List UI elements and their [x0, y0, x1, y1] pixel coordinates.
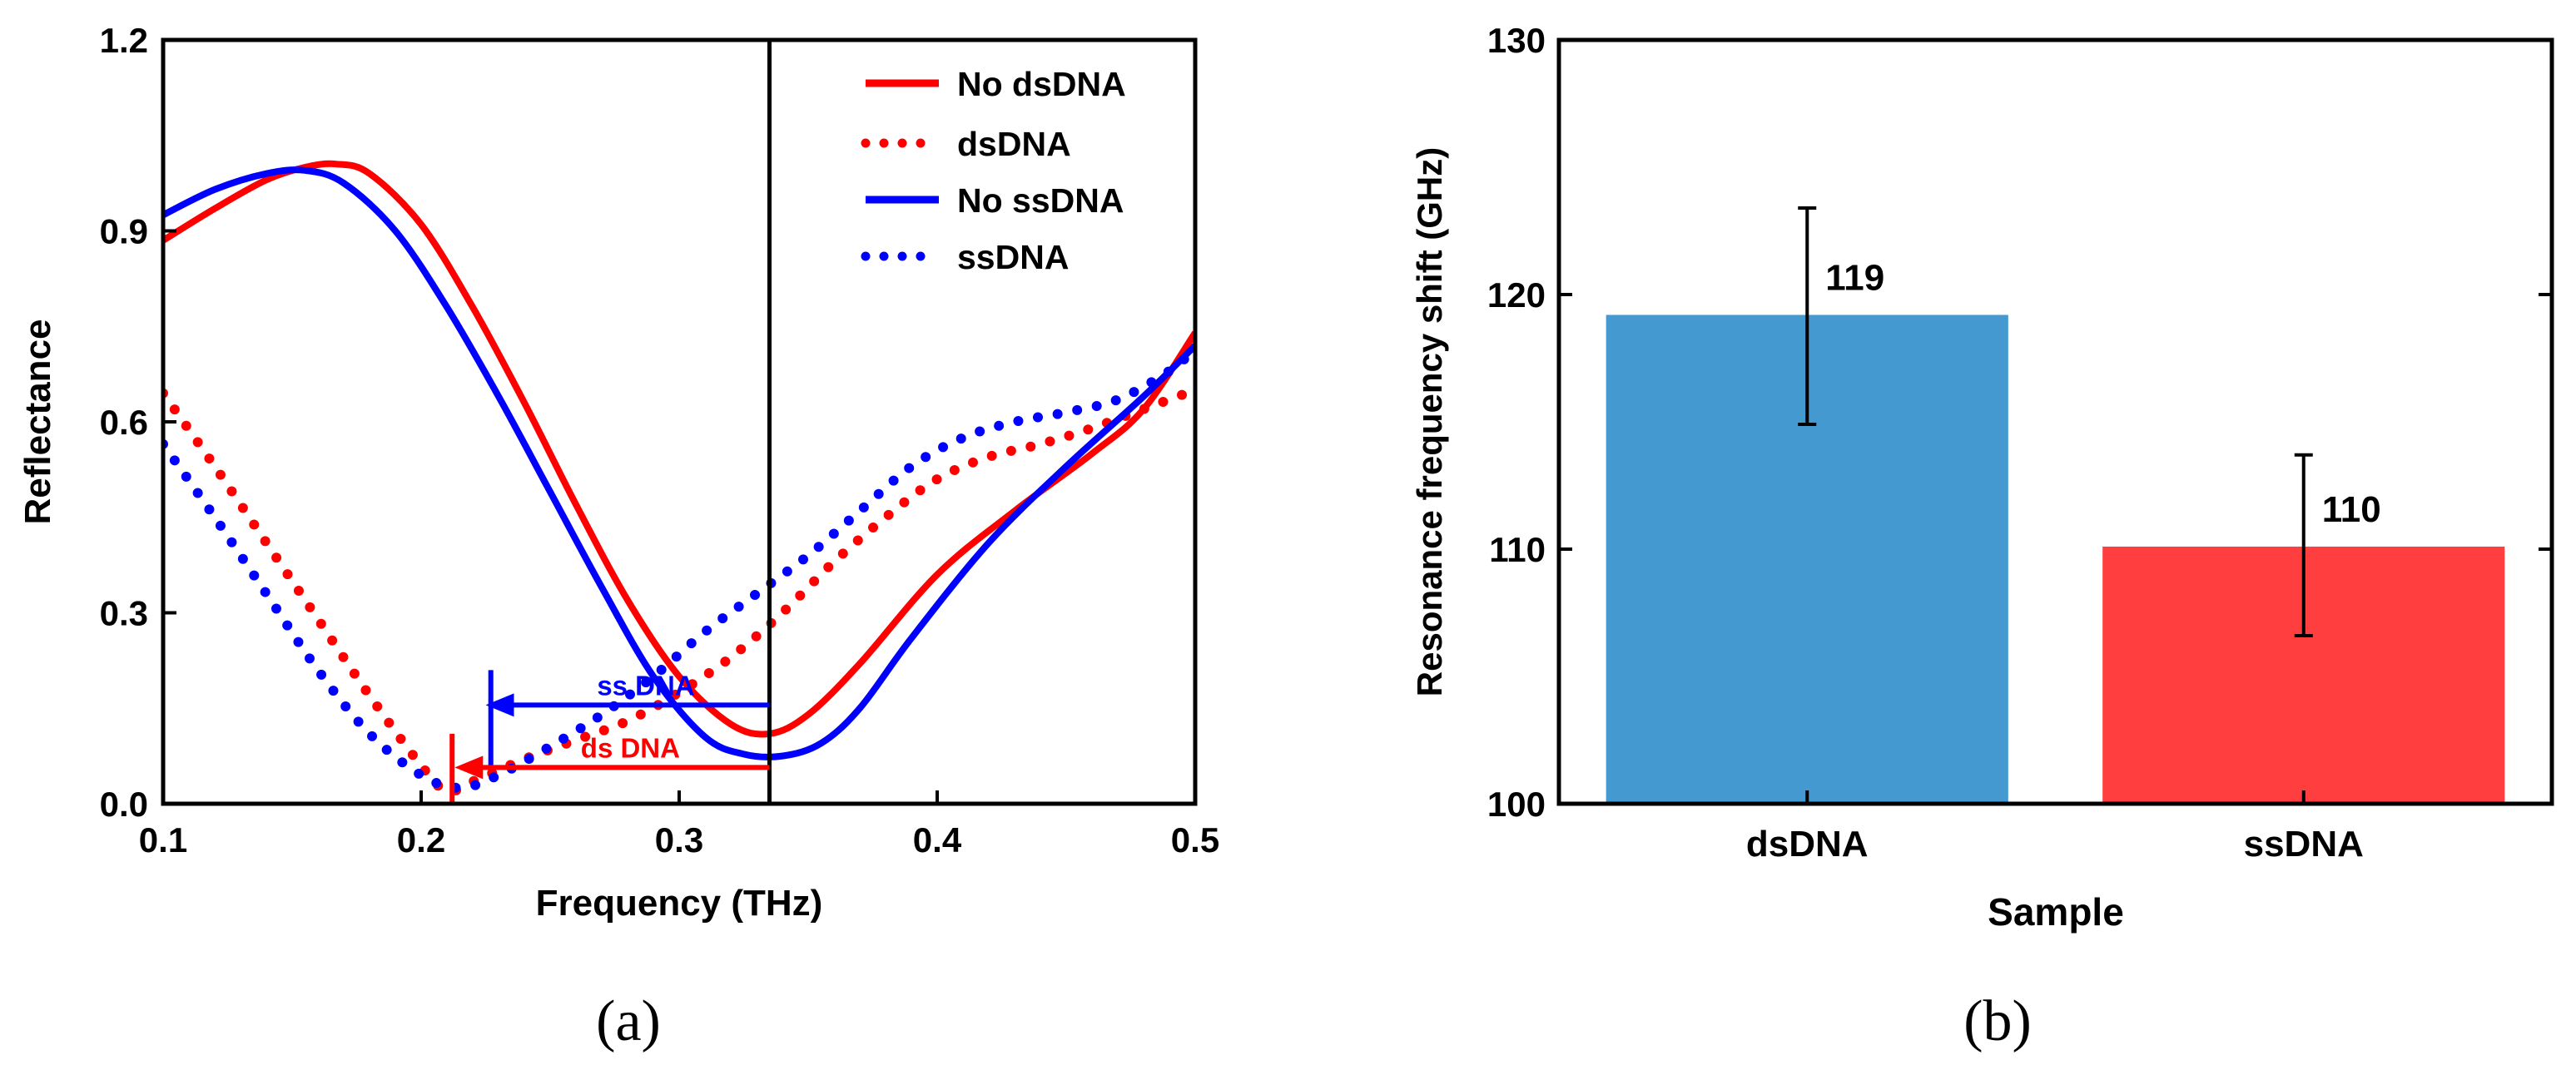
y-tick-label-b: 120 — [1487, 275, 1546, 315]
legend-label-no-ssdna: No ssDNA — [957, 181, 1124, 220]
category-label-ssdna: ssDNA — [2244, 824, 2364, 864]
x-tick-label-a: 0.3 — [655, 820, 703, 859]
series-ssdna-line — [163, 344, 1195, 793]
plot-b-ticks: 100 110 120 130 — [1487, 21, 2552, 824]
panel-b-frequency-shift-chart: 119 dsDNA 110 ssDNA 100 110 120 130 Sample Res… — [1410, 21, 2554, 1053]
x-tick-label-a: 0.4 — [913, 820, 962, 859]
ssdna-shift-label: ss DNA — [597, 670, 694, 701]
y-tick-label-a: 0.0 — [100, 785, 148, 824]
x-tick-label-a: 0.1 — [139, 820, 187, 859]
legend: No dsDNA dsDNA No ssDNA ssDNA — [861, 65, 1126, 276]
dsdna-arrow-head — [454, 755, 484, 780]
plot-a-ticks: 0.1 0.2 0.3 0.4 0.5 0.0 0.3 0.6 0.9 1.2 — [100, 21, 1220, 859]
ssdna-arrow-head — [485, 693, 514, 717]
panel-label-b: (b) — [1963, 989, 2032, 1053]
reflectance-series-group — [163, 160, 1195, 797]
y-tick-label-a: 0.6 — [100, 403, 148, 442]
bars-group: 119 dsDNA 110 ssDNA — [1606, 206, 2505, 864]
series-dsdna-line — [163, 384, 1195, 797]
y-tick-label-a: 0.3 — [100, 594, 148, 633]
bar-value-label-ssdna: 110 — [2322, 489, 2381, 530]
plot-b-frame — [1556, 37, 2554, 806]
series-no-dsdna-line — [163, 160, 1195, 738]
shift-annotations: ss DNA ds DNA — [449, 40, 772, 804]
y-tick-label-b: 100 — [1487, 785, 1546, 824]
x-tick-label-a: 0.5 — [1171, 820, 1219, 859]
y-axis-title-a: Reflectance — [17, 319, 58, 524]
legend-label-ssdna: ssDNA — [957, 238, 1069, 276]
bar-value-label-dsdna: 119 — [1825, 257, 1884, 298]
y-tick-label-b: 130 — [1487, 21, 1546, 60]
x-axis-title-b: Sample — [1988, 890, 2124, 934]
series-no-ssdna-line — [163, 166, 1195, 760]
panel-a-reflectance-chart: ss DNA ds DNA 0.1 0.2 0.3 0.4 0.50.00.30.60.… — [17, 21, 1219, 1053]
legend-label-no-dsdna: No dsDNA — [957, 65, 1126, 103]
y-tick-label-a: 1.2 — [100, 21, 148, 60]
dsdna-shift-label: ds DNA — [581, 732, 680, 763]
y-tick-label-b: 110 — [1489, 530, 1546, 569]
x-axis-title-a: Frequency (THz) — [536, 883, 823, 924]
panel-label-a: (a) — [596, 989, 661, 1053]
legend-label-dsdna: dsDNA — [957, 125, 1071, 163]
x-tick-label-a: 0.2 — [397, 820, 445, 859]
category-label-dsdna: dsDNA — [1746, 824, 1869, 864]
y-axis-title-b: Resonance frequency shift (GHz) — [1410, 147, 1449, 696]
y-tick-label-a: 0.9 — [100, 212, 148, 251]
